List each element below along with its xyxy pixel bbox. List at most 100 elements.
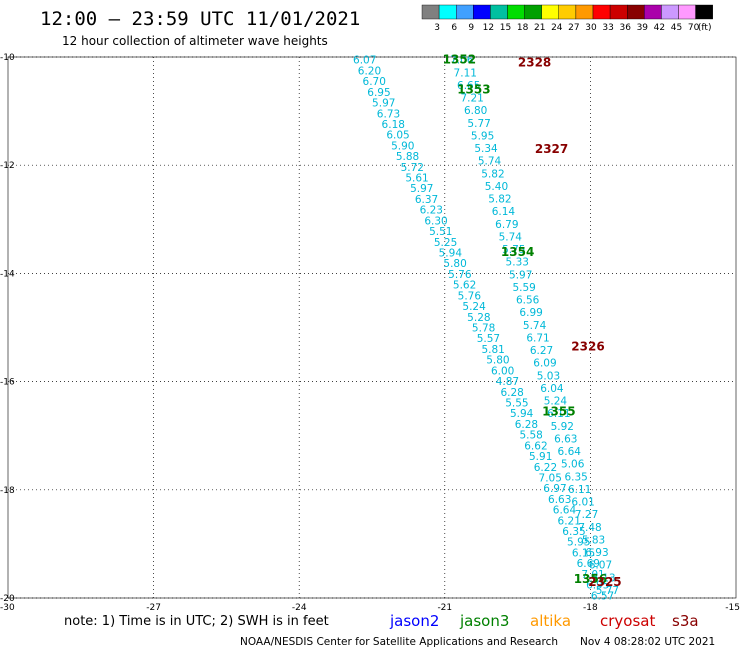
swh-value: 5.74 (523, 320, 547, 332)
colorbar-label: 3 (434, 23, 440, 33)
swh-value: 6.56 (516, 295, 540, 307)
colorbar-swatch (507, 4, 525, 20)
swh-value: 6.04 (540, 383, 564, 395)
x-tick-label: -30 (0, 603, 15, 613)
colorbar-swatch (661, 4, 679, 20)
swh-value: 5.51 (429, 226, 452, 238)
swh-value: 6.69 (577, 558, 600, 570)
swh-value: 5.80 (443, 258, 466, 270)
pass-number-label: 1352 (443, 53, 476, 67)
colorbar-swatch (558, 4, 577, 20)
swh-value: 5.58 (519, 430, 542, 442)
swh-value: 5.34 (474, 143, 498, 155)
colorbar-label: 12 (483, 23, 494, 33)
plot-border (7, 56, 737, 599)
colorbar-label: 6 (451, 23, 457, 33)
swh-value: 6.11 (568, 484, 591, 496)
swh-value: 7.05 (539, 472, 562, 484)
swh-value: 5.61 (405, 173, 428, 185)
pass-number-label: 1356 (574, 572, 607, 586)
swh-value: 6.28 (500, 387, 523, 399)
swh-value: 6.64 (558, 446, 582, 458)
swh-value: 5.97 (372, 98, 395, 110)
pass-number-label: 2326 (571, 339, 604, 353)
swh-value: 6.07 (353, 55, 376, 67)
x-tick-label: -18 (583, 603, 598, 613)
y-tick-label: -14 (0, 269, 15, 279)
swh-value: 6.37 (415, 194, 438, 206)
swh-value: 7.01 (581, 569, 604, 581)
swh-value: 7.48 (578, 522, 601, 534)
colorbar-label: 27 (568, 23, 579, 33)
swh-value: 6.35 (564, 471, 587, 483)
swh-value: 4.87 (496, 376, 519, 388)
colorbar-swatch (473, 4, 491, 20)
colorbar-swatch (490, 4, 508, 20)
swh-value: 5.94 (439, 248, 463, 260)
colorbar-label: 18 (517, 23, 529, 33)
swh-value: 6.99 (519, 307, 542, 319)
swh-value: 5.40 (485, 181, 508, 193)
swh-value: 6.93 (585, 547, 608, 559)
swh-value: 6.30 (424, 215, 447, 227)
colorbar-label: 39 (637, 23, 649, 33)
colorbar-swatch (541, 4, 560, 20)
swh-value: 7.11 (454, 67, 477, 79)
colorbar-label: 70 (688, 23, 700, 33)
x-tick-label: -15 (725, 603, 740, 613)
swh-value: 6.05 (386, 130, 409, 142)
swh-value: 6.22 (534, 462, 557, 474)
swh-value: 5.77 (467, 118, 490, 130)
satellite-label-s3a: s3a (672, 612, 699, 630)
swh-value: 5.55 (505, 397, 528, 409)
swh-value: 7.06 (450, 55, 474, 67)
footer-note: note: 1) Time is in UTC; 2) SWH is in fe… (64, 614, 329, 629)
pass-labels: 1352 1353 1354 1355 1356 2328 2327 2326 2325 (443, 53, 622, 589)
swh-value: 6.57 (591, 590, 614, 602)
colorbar-label: 42 (654, 23, 665, 33)
swh-value: 6.80 (464, 105, 487, 117)
pass-number-label: 1353 (457, 82, 490, 96)
grid-lines (8, 56, 736, 599)
swh-value: 6.62 (524, 440, 547, 452)
colorbar-label: 30 (585, 23, 597, 33)
y-tick-label: -12 (0, 161, 15, 171)
swh-value: 5.75 (502, 244, 525, 256)
swh-value: 5.74 (499, 231, 523, 243)
swh-value: 5.82 (488, 194, 511, 206)
swh-value: 5.83 (582, 534, 605, 546)
swh-value: 5.76 (458, 290, 482, 302)
x-tick-label: -21 (437, 603, 452, 613)
plot-area (7, 56, 737, 599)
swh-value: 5.57 (477, 333, 500, 345)
swh-value: 5.82 (481, 168, 504, 180)
pass-number-label: 2328 (518, 55, 551, 69)
colorbar-legend: 3 6 9 12 15 18 21 24 27 30 33 36 39 42 45 70(ft) (421, 4, 713, 33)
chart-subtitle: 12 hour collection of altimeter wave hei… (62, 34, 328, 48)
swh-value: 6.71 (526, 332, 549, 344)
swh-value: 5.97 (509, 269, 532, 281)
colorbar-swatch (644, 4, 662, 20)
swh-value: 5.81 (481, 344, 504, 356)
colorbar-label: 33 (602, 23, 613, 33)
swh-value: 6.00 (491, 365, 514, 377)
swh-value: 7.27 (575, 509, 598, 521)
pass-number-label: 2325 (588, 575, 621, 589)
satellite-label-cryosat: cryosat (600, 612, 655, 630)
swh-value: 5.24 (462, 301, 486, 313)
swh-value: 6.63 (548, 494, 571, 506)
swh-value: 5.74 (478, 156, 502, 168)
swh-value: 6.07 (589, 560, 612, 572)
swh-value: 5.03 (537, 370, 560, 382)
colorbar-unit: (ft) (698, 23, 712, 33)
swh-value: 6.97 (543, 483, 566, 495)
swh-value: 5.88 (396, 151, 419, 163)
swh-value: 6.28 (515, 419, 538, 431)
wave-height-tracks: 6.076.206.706.955.976.736.186.055.905.88… (353, 55, 619, 603)
swh-value: 6.35 (562, 526, 585, 538)
colorbar-swatch (456, 4, 474, 20)
swh-value: 6.01 (571, 497, 594, 509)
swh-value: 5.92 (551, 421, 574, 433)
satellite-label-altika: altika (530, 612, 571, 630)
swh-value: 5.13 (592, 572, 615, 584)
